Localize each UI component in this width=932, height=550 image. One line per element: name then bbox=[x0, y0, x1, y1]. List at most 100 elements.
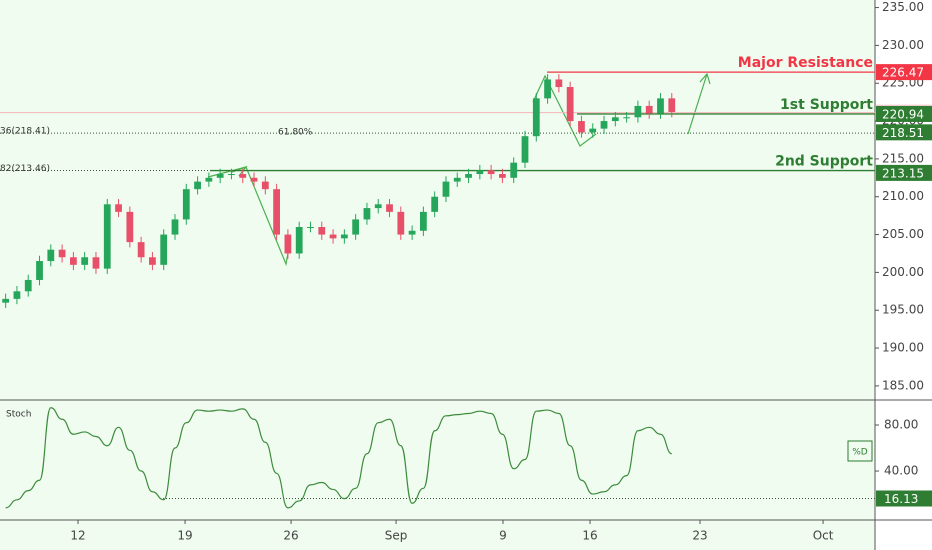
candle-body bbox=[634, 105, 642, 118]
candle-body bbox=[623, 117, 630, 119]
y-tick-label: 230.00 bbox=[882, 38, 924, 52]
x-tick-label: 23 bbox=[692, 529, 707, 543]
candle-body bbox=[555, 79, 563, 88]
price-badge-label: 226.47 bbox=[882, 66, 924, 80]
y-tick-label: 205.00 bbox=[882, 227, 924, 241]
candle-body bbox=[521, 136, 529, 163]
fib-label: 82(213.46) bbox=[0, 164, 50, 174]
x-tick-label: 12 bbox=[70, 529, 85, 543]
candle-body bbox=[352, 219, 360, 235]
target-arrow bbox=[687, 72, 711, 135]
candle-body bbox=[58, 249, 66, 258]
candle-body bbox=[499, 174, 506, 178]
y-tick-label: 215.00 bbox=[882, 151, 924, 165]
candle-body bbox=[24, 279, 32, 292]
candle-body bbox=[13, 291, 21, 299]
y2-tick-label: 80.00 bbox=[884, 418, 918, 432]
series-label-box bbox=[847, 440, 873, 462]
candle-body bbox=[36, 261, 43, 280]
candle-body bbox=[250, 177, 258, 182]
drawings bbox=[207, 72, 711, 267]
level-annotation: 1st Support bbox=[780, 97, 873, 113]
candle-body bbox=[420, 211, 427, 231]
price-badge-label: 218.51 bbox=[882, 126, 924, 140]
candle-body bbox=[578, 121, 585, 133]
candle-body bbox=[81, 257, 89, 265]
stoch-line bbox=[5, 407, 673, 509]
candle-body bbox=[318, 226, 326, 235]
candle-body bbox=[657, 98, 664, 114]
y-tick-label: 200.00 bbox=[882, 265, 924, 279]
x-tick-label: 26 bbox=[283, 529, 298, 543]
candle-body bbox=[126, 211, 134, 243]
candle-body bbox=[645, 105, 653, 114]
x-tick-label: Sep bbox=[385, 529, 408, 543]
fib-ratio: 61.80% bbox=[278, 128, 313, 138]
candle-body bbox=[295, 226, 303, 254]
price-badge-label: 213.15 bbox=[882, 166, 924, 180]
x-tick-label: 16 bbox=[582, 529, 597, 543]
x-tick-label: 19 bbox=[177, 529, 192, 543]
candle-body bbox=[2, 298, 10, 303]
level-annotation: Major Resistance bbox=[738, 55, 873, 71]
candle-body bbox=[216, 174, 224, 178]
y-tick-label: 190.00 bbox=[882, 341, 924, 355]
candle-body bbox=[194, 181, 201, 190]
candle-body bbox=[442, 181, 450, 197]
candle-body bbox=[284, 234, 292, 254]
candle-body bbox=[149, 257, 156, 265]
candle-body bbox=[453, 177, 461, 182]
price-badge bbox=[876, 105, 932, 122]
candle-body bbox=[171, 219, 179, 235]
stoch-level-badge bbox=[876, 490, 932, 507]
stoch-level-label: 16.13 bbox=[884, 492, 918, 506]
candle-body bbox=[668, 98, 676, 112]
candle-body bbox=[182, 189, 190, 220]
y-tick-label: 195.00 bbox=[882, 303, 924, 317]
candle-body bbox=[600, 121, 608, 129]
y2-tick-label: 40.00 bbox=[884, 464, 918, 478]
candle-body bbox=[386, 204, 393, 212]
candle-body bbox=[487, 170, 495, 175]
price-badge bbox=[876, 124, 932, 141]
fib-label: 36(218.41) bbox=[0, 127, 50, 137]
candle-body bbox=[47, 249, 55, 262]
candle-body bbox=[408, 230, 416, 235]
candle-body bbox=[160, 234, 168, 265]
indicator-name: Stoch bbox=[6, 410, 31, 420]
candle-body bbox=[544, 79, 551, 99]
candle-body bbox=[329, 234, 337, 239]
candle-body bbox=[103, 204, 111, 269]
candle-body bbox=[476, 170, 484, 175]
candle-body bbox=[611, 117, 619, 122]
price-badge bbox=[876, 64, 932, 81]
candle-body bbox=[115, 204, 122, 212]
candle-body bbox=[510, 162, 518, 178]
candle-body bbox=[205, 177, 213, 182]
x-tick-label: Oct bbox=[813, 529, 834, 543]
zigzag-left bbox=[207, 166, 289, 267]
zigzag-right bbox=[532, 74, 597, 147]
candle-body bbox=[273, 189, 280, 235]
axis-background bbox=[875, 0, 932, 550]
price-badge bbox=[876, 164, 932, 181]
candle-body bbox=[589, 128, 597, 133]
candle-body bbox=[307, 226, 314, 228]
level-annotation: 2nd Support bbox=[775, 154, 873, 170]
price-badge-label: 220.94 bbox=[882, 107, 924, 121]
candle-body bbox=[239, 174, 247, 178]
candle-body bbox=[363, 208, 371, 220]
series-label: %D bbox=[852, 448, 868, 458]
candle-body bbox=[70, 257, 77, 265]
candle-body bbox=[374, 204, 382, 209]
plot-background bbox=[0, 0, 875, 550]
candle-body bbox=[92, 257, 100, 269]
candle-body bbox=[261, 181, 269, 190]
candle-body bbox=[397, 211, 405, 235]
candle-body bbox=[431, 196, 439, 212]
y-tick-label: 185.00 bbox=[882, 378, 924, 392]
candle-body bbox=[228, 174, 235, 176]
candle-body bbox=[340, 234, 348, 239]
candle-body bbox=[137, 242, 145, 258]
